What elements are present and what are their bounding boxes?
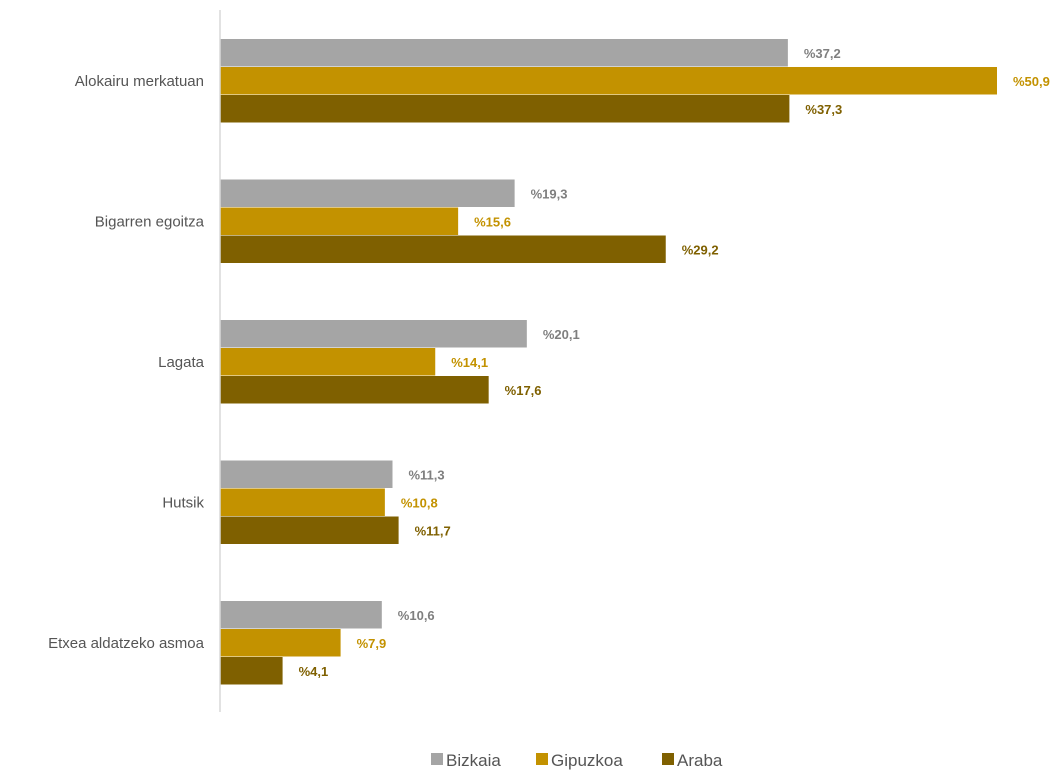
data-label: %17,6 [505, 383, 542, 398]
bar-gipuzkoa [220, 348, 436, 376]
category-label: Alokairu merkatuan [75, 73, 204, 90]
bar-araba [220, 95, 790, 123]
category-label: Lagata [158, 354, 205, 371]
bar-bizkaia [220, 320, 527, 348]
bar-araba [220, 516, 399, 544]
bar-gipuzkoa [220, 67, 997, 95]
data-label: %37,2 [804, 46, 841, 61]
data-label: %19,3 [531, 186, 568, 201]
bar-gipuzkoa [220, 488, 385, 516]
data-label: %37,3 [805, 102, 842, 117]
data-label: %4,1 [299, 664, 329, 679]
bar-bizkaia [220, 39, 788, 67]
category-label: Etxea aldatzeko asmoa [48, 635, 205, 652]
bar-gipuzkoa [220, 629, 341, 657]
data-label: %20,1 [543, 327, 580, 342]
data-label: %11,7 [415, 523, 451, 538]
data-label: %10,6 [398, 608, 435, 623]
data-label: %10,8 [401, 495, 438, 510]
legend: Bizkaia Gipuzkoa Araba [431, 751, 723, 770]
bar-araba [220, 376, 489, 404]
legend-label-araba: Araba [677, 751, 723, 770]
legend-label-gipuzkoa: Gipuzkoa [551, 751, 623, 770]
legend-swatch-araba [662, 753, 674, 765]
data-label: %50,9 [1013, 74, 1050, 89]
legend-swatch-gipuzkoa [536, 753, 548, 765]
data-label: %11,3 [408, 467, 444, 482]
legend-swatch-bizkaia [431, 753, 443, 765]
labels-layer: Alokairu merkatuan %37,2 %50,9 %37,3 Bigarre… [48, 46, 1050, 679]
data-label: %15,6 [474, 214, 511, 229]
data-label: %7,9 [357, 636, 387, 651]
bar-gipuzkoa [220, 207, 459, 235]
category-label: Bigarren egoitza [95, 213, 205, 230]
bars-layer [220, 39, 997, 685]
bar-bizkaia [220, 601, 382, 629]
bar-araba [220, 235, 666, 263]
bar-bizkaia [220, 179, 515, 207]
legend-label-bizkaia: Bizkaia [446, 751, 501, 770]
bar-araba [220, 657, 283, 685]
data-label: %29,2 [682, 242, 719, 257]
category-label: Hutsik [162, 494, 204, 511]
data-label: %14,1 [451, 355, 488, 370]
bar-bizkaia [220, 460, 393, 488]
